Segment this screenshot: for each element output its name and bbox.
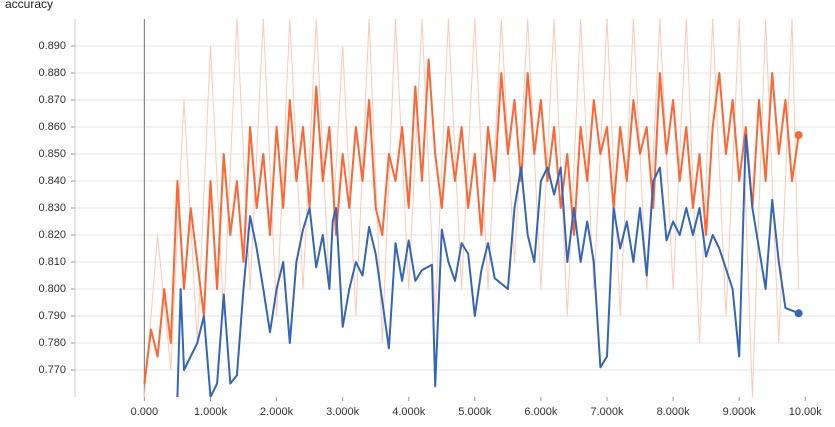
y-tick-label: 0.790 [38, 310, 66, 322]
x-tick-label: 5.000k [458, 406, 492, 418]
x-tick-label: 2.000k [260, 406, 294, 418]
chart-title: accuracy [5, 0, 53, 11]
end-dot [794, 131, 803, 140]
y-tick-label: 0.810 [38, 256, 66, 268]
axis-labels: 0.770 0.780 0.790 0.800 0.810 0.820 0.830 0.840… [38, 40, 822, 418]
series-line [143, 19, 800, 397]
x-tick-label: 1.000k [194, 406, 228, 418]
y-tick-label: 0.800 [38, 283, 66, 295]
y-tick-label: 0.770 [38, 364, 66, 376]
x-tick-label: 3.000k [326, 406, 360, 418]
plot-area [143, 19, 803, 397]
x-tick-label: 4.000k [392, 406, 426, 418]
x-tick-label: 0.000 [131, 406, 159, 418]
y-tick-label: 0.880 [38, 67, 66, 79]
x-tick-label: 7.000k [590, 406, 624, 418]
end-dot [794, 309, 803, 318]
x-tick-label: 6.000k [524, 406, 558, 418]
y-tick-label: 0.890 [38, 40, 66, 52]
series-line [143, 58, 800, 384]
y-tick-label: 0.850 [38, 148, 66, 160]
y-tick-label: 0.860 [38, 121, 66, 133]
y-tick-label: 0.840 [38, 175, 66, 187]
y-tick-label: 0.830 [38, 202, 66, 214]
y-tick-label: 0.870 [38, 94, 66, 106]
x-tick-label: 9.000k [723, 406, 757, 418]
x-tick-label: 8.000k [657, 406, 691, 418]
x-tick-label: 10.00k [789, 406, 823, 418]
y-tick-label: 0.780 [38, 337, 66, 349]
series-line [176, 134, 800, 397]
y-tick-label: 0.820 [38, 229, 66, 241]
